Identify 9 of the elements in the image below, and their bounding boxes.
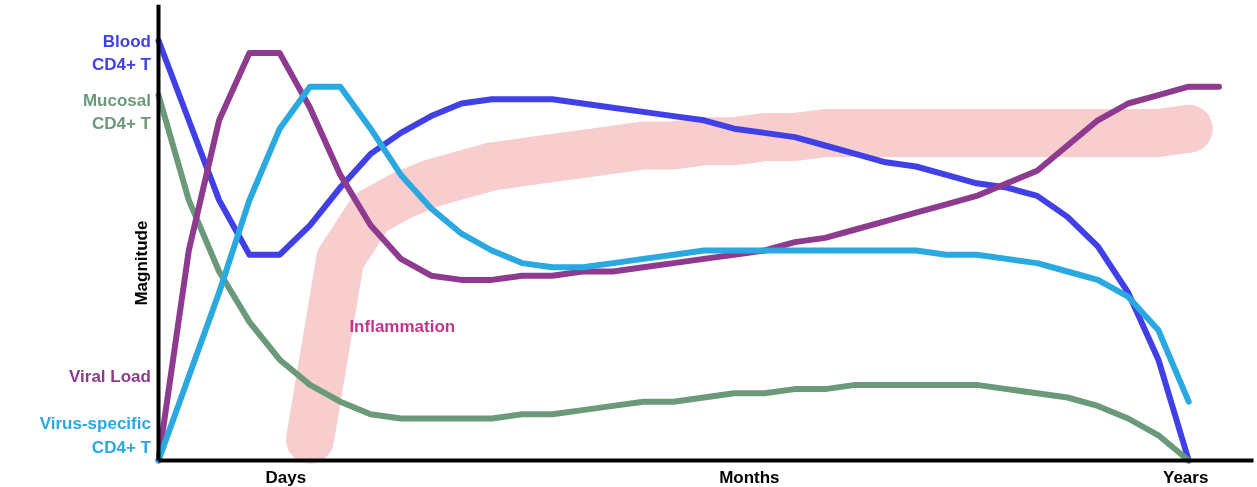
- series-label: Blood CD4+ T: [91, 31, 152, 75]
- series-label: Viral Load: [69, 367, 151, 386]
- text: Years: [1162, 467, 1209, 487]
- series-label: Virus-specific CD4+ T: [39, 413, 152, 457]
- series-label: Mucosal CD4+ T: [82, 90, 152, 134]
- text: Months: [719, 467, 780, 487]
- text: Days: [265, 467, 307, 487]
- y-axis-title: Magnitude: [132, 220, 152, 306]
- series-label: Inflammation: [349, 316, 456, 336]
